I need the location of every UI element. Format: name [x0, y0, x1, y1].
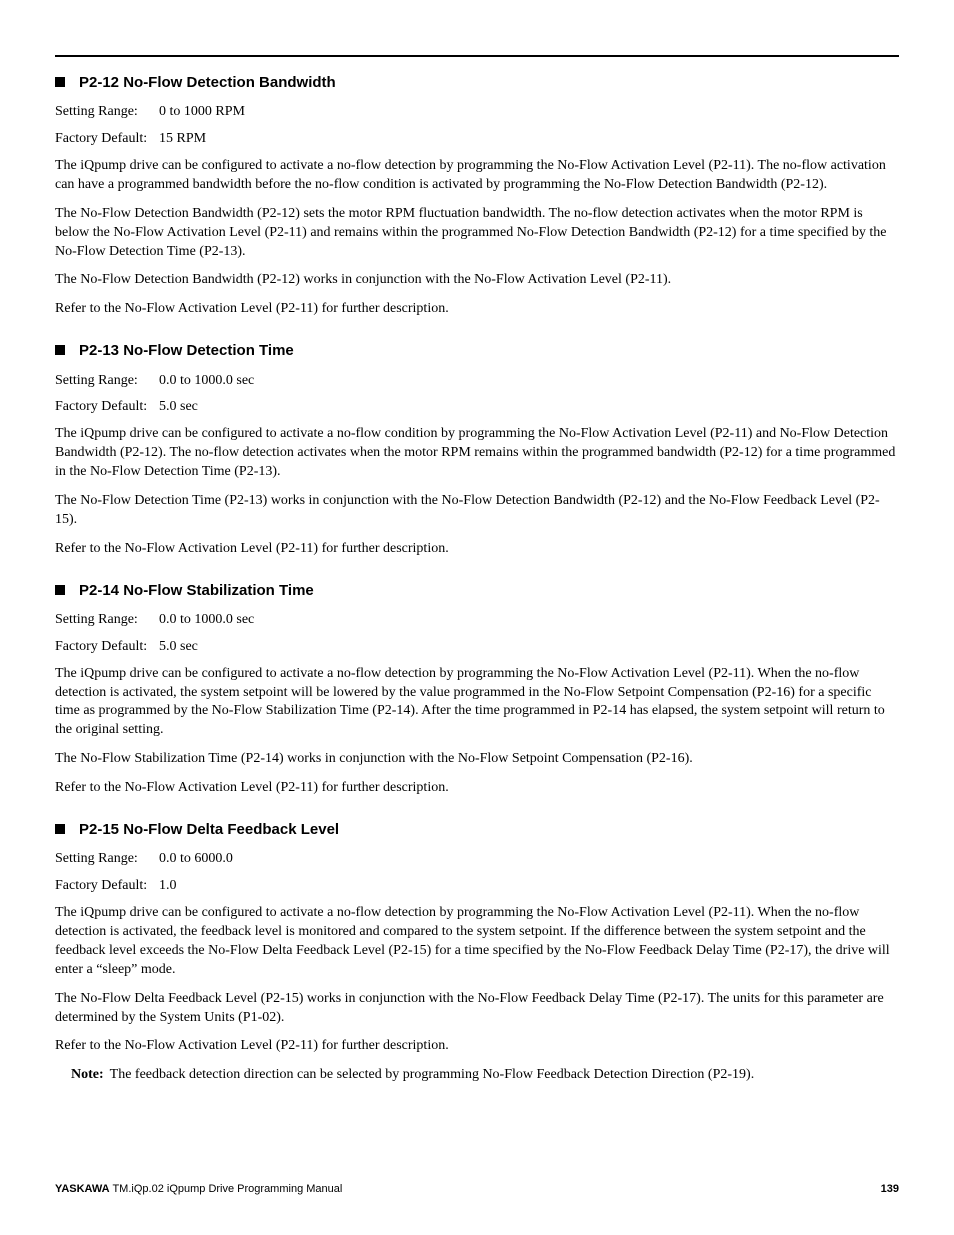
factory-default-value: 5.0 sec [159, 639, 198, 654]
note-label: Note: [71, 1067, 104, 1082]
section-title: P2-14 No-Flow Stabilization Time [79, 582, 314, 599]
setting-range-label: Setting Range: [55, 611, 159, 630]
section: P2-14 No-Flow Stabilization Time Setting … [55, 581, 899, 798]
section-heading: P2-15 No-Flow Delta Feedback Level [55, 820, 899, 840]
factory-default-row: Factory Default:1.0 [55, 877, 899, 896]
footer-page-number: 139 [881, 1182, 899, 1197]
section-heading: P2-12 No-Flow Detection Bandwidth [55, 73, 899, 93]
setting-range-row: Setting Range:0.0 to 6000.0 [55, 850, 899, 869]
factory-default-label: Factory Default: [55, 877, 159, 896]
body-paragraph: The iQpump drive can be configured to ac… [55, 425, 899, 482]
setting-range-value: 0.0 to 6000.0 [159, 851, 233, 866]
footer-brand: YASKAWA [55, 1183, 110, 1195]
body-paragraph: Refer to the No-Flow Activation Level (P… [55, 1037, 899, 1056]
section-heading: P2-13 No-Flow Detection Time [55, 341, 899, 361]
top-rule [55, 55, 899, 57]
section: P2-12 No-Flow Detection Bandwidth Setting… [55, 73, 899, 319]
footer-doc: TM.iQp.02 iQpump Drive Programming Manua… [110, 1183, 343, 1195]
factory-default-value: 1.0 [159, 878, 177, 893]
page-footer: YASKAWA TM.iQp.02 iQpump Drive Programmi… [55, 1182, 899, 1197]
setting-range-value: 0.0 to 1000.0 sec [159, 612, 254, 627]
setting-range-row: Setting Range:0 to 1000 RPM [55, 103, 899, 122]
factory-default-value: 15 RPM [159, 131, 206, 146]
setting-range-value: 0.0 to 1000.0 sec [159, 373, 254, 388]
body-paragraph: The iQpump drive can be configured to ac… [55, 665, 899, 741]
body-paragraph: The No-Flow Stabilization Time (P2-14) w… [55, 750, 899, 769]
setting-range-row: Setting Range:0.0 to 1000.0 sec [55, 611, 899, 630]
body-paragraph: Refer to the No-Flow Activation Level (P… [55, 779, 899, 798]
setting-range-label: Setting Range: [55, 372, 159, 391]
body-paragraph: The No-Flow Detection Bandwidth (P2-12) … [55, 271, 899, 290]
factory-default-value: 5.0 sec [159, 399, 198, 414]
setting-range-row: Setting Range:0.0 to 1000.0 sec [55, 372, 899, 391]
setting-range-label: Setting Range: [55, 103, 159, 122]
bullet-square-icon [55, 585, 65, 595]
section-heading: P2-14 No-Flow Stabilization Time [55, 581, 899, 601]
factory-default-row: Factory Default:15 RPM [55, 130, 899, 149]
body-paragraph: The No-Flow Delta Feedback Level (P2-15)… [55, 990, 899, 1028]
factory-default-label: Factory Default: [55, 638, 159, 657]
section-title: P2-12 No-Flow Detection Bandwidth [79, 74, 336, 91]
bullet-square-icon [55, 824, 65, 834]
section: P2-15 No-Flow Delta Feedback Level Settin… [55, 820, 899, 1085]
note: Note: The feedback detection direction ca… [71, 1066, 899, 1085]
bullet-square-icon [55, 77, 65, 87]
body-paragraph: Refer to the No-Flow Activation Level (P… [55, 540, 899, 559]
setting-range-label: Setting Range: [55, 850, 159, 869]
body-paragraph: The No-Flow Detection Bandwidth (P2-12) … [55, 205, 899, 262]
section: P2-13 No-Flow Detection Time Setting Rang… [55, 341, 899, 558]
factory-default-row: Factory Default:5.0 sec [55, 638, 899, 657]
factory-default-label: Factory Default: [55, 398, 159, 417]
body-paragraph: Refer to the No-Flow Activation Level (P… [55, 300, 899, 319]
section-title: P2-13 No-Flow Detection Time [79, 342, 294, 359]
bullet-square-icon [55, 345, 65, 355]
body-paragraph: The iQpump drive can be configured to ac… [55, 904, 899, 980]
factory-default-label: Factory Default: [55, 130, 159, 149]
note-text: The feedback detection direction can be … [110, 1067, 755, 1082]
body-paragraph: The No-Flow Detection Time (P2-13) works… [55, 492, 899, 530]
factory-default-row: Factory Default:5.0 sec [55, 398, 899, 417]
section-title: P2-15 No-Flow Delta Feedback Level [79, 821, 339, 838]
body-paragraph: The iQpump drive can be configured to ac… [55, 157, 899, 195]
setting-range-value: 0 to 1000 RPM [159, 104, 245, 119]
